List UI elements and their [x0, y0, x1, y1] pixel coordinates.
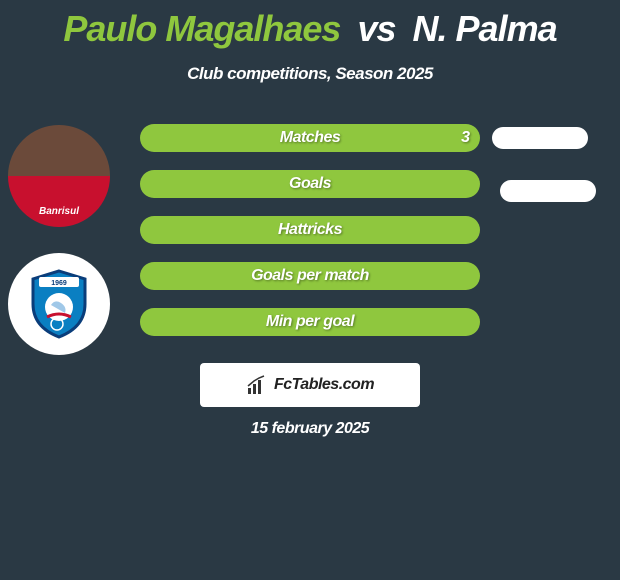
- bar-label: Matches: [280, 129, 341, 147]
- bar-label: Min per goal: [266, 313, 354, 331]
- bar-label: Goals: [289, 175, 331, 193]
- player1-shirt-text: Banrisul: [39, 206, 79, 217]
- chart-icon: [246, 374, 268, 396]
- bar-goals: Goals: [140, 170, 480, 198]
- player-avatars: Banrisul 1969: [8, 125, 110, 381]
- badge-year: 1969: [51, 280, 67, 287]
- bar-label: Hattricks: [278, 221, 342, 239]
- bar-label: Goals per match: [251, 267, 369, 285]
- bar-hattricks: Hattricks: [140, 216, 480, 244]
- right-pill-matches: [492, 127, 588, 149]
- comparison-title: Paulo Magalhaes vs N. Palma: [0, 0, 620, 50]
- bar-min-per-goal: Min per goal: [140, 308, 480, 336]
- player1-avatar: Banrisul: [8, 125, 110, 227]
- vs-text: vs: [357, 8, 395, 49]
- logo-box: FcTables.com: [200, 363, 420, 407]
- subtitle: Club competitions, Season 2025: [0, 64, 620, 84]
- stat-bars: Matches 3 Goals Hattricks Goals per matc…: [140, 124, 480, 354]
- logo-text: FcTables.com: [274, 376, 374, 394]
- date-text: 15 february 2025: [0, 420, 620, 438]
- player2-avatar: 1969: [8, 253, 110, 355]
- bar-matches: Matches 3: [140, 124, 480, 152]
- club-shield-icon: 1969: [29, 269, 89, 339]
- player1-shirt: Banrisul: [8, 125, 110, 227]
- bar-goals-per-match: Goals per match: [140, 262, 480, 290]
- player2-name: N. Palma: [413, 8, 557, 49]
- right-pill-goals: [500, 180, 596, 202]
- player2-badge-wrapper: 1969: [8, 253, 110, 355]
- player1-name: Paulo Magalhaes: [63, 8, 340, 49]
- bar-value: 3: [461, 129, 470, 147]
